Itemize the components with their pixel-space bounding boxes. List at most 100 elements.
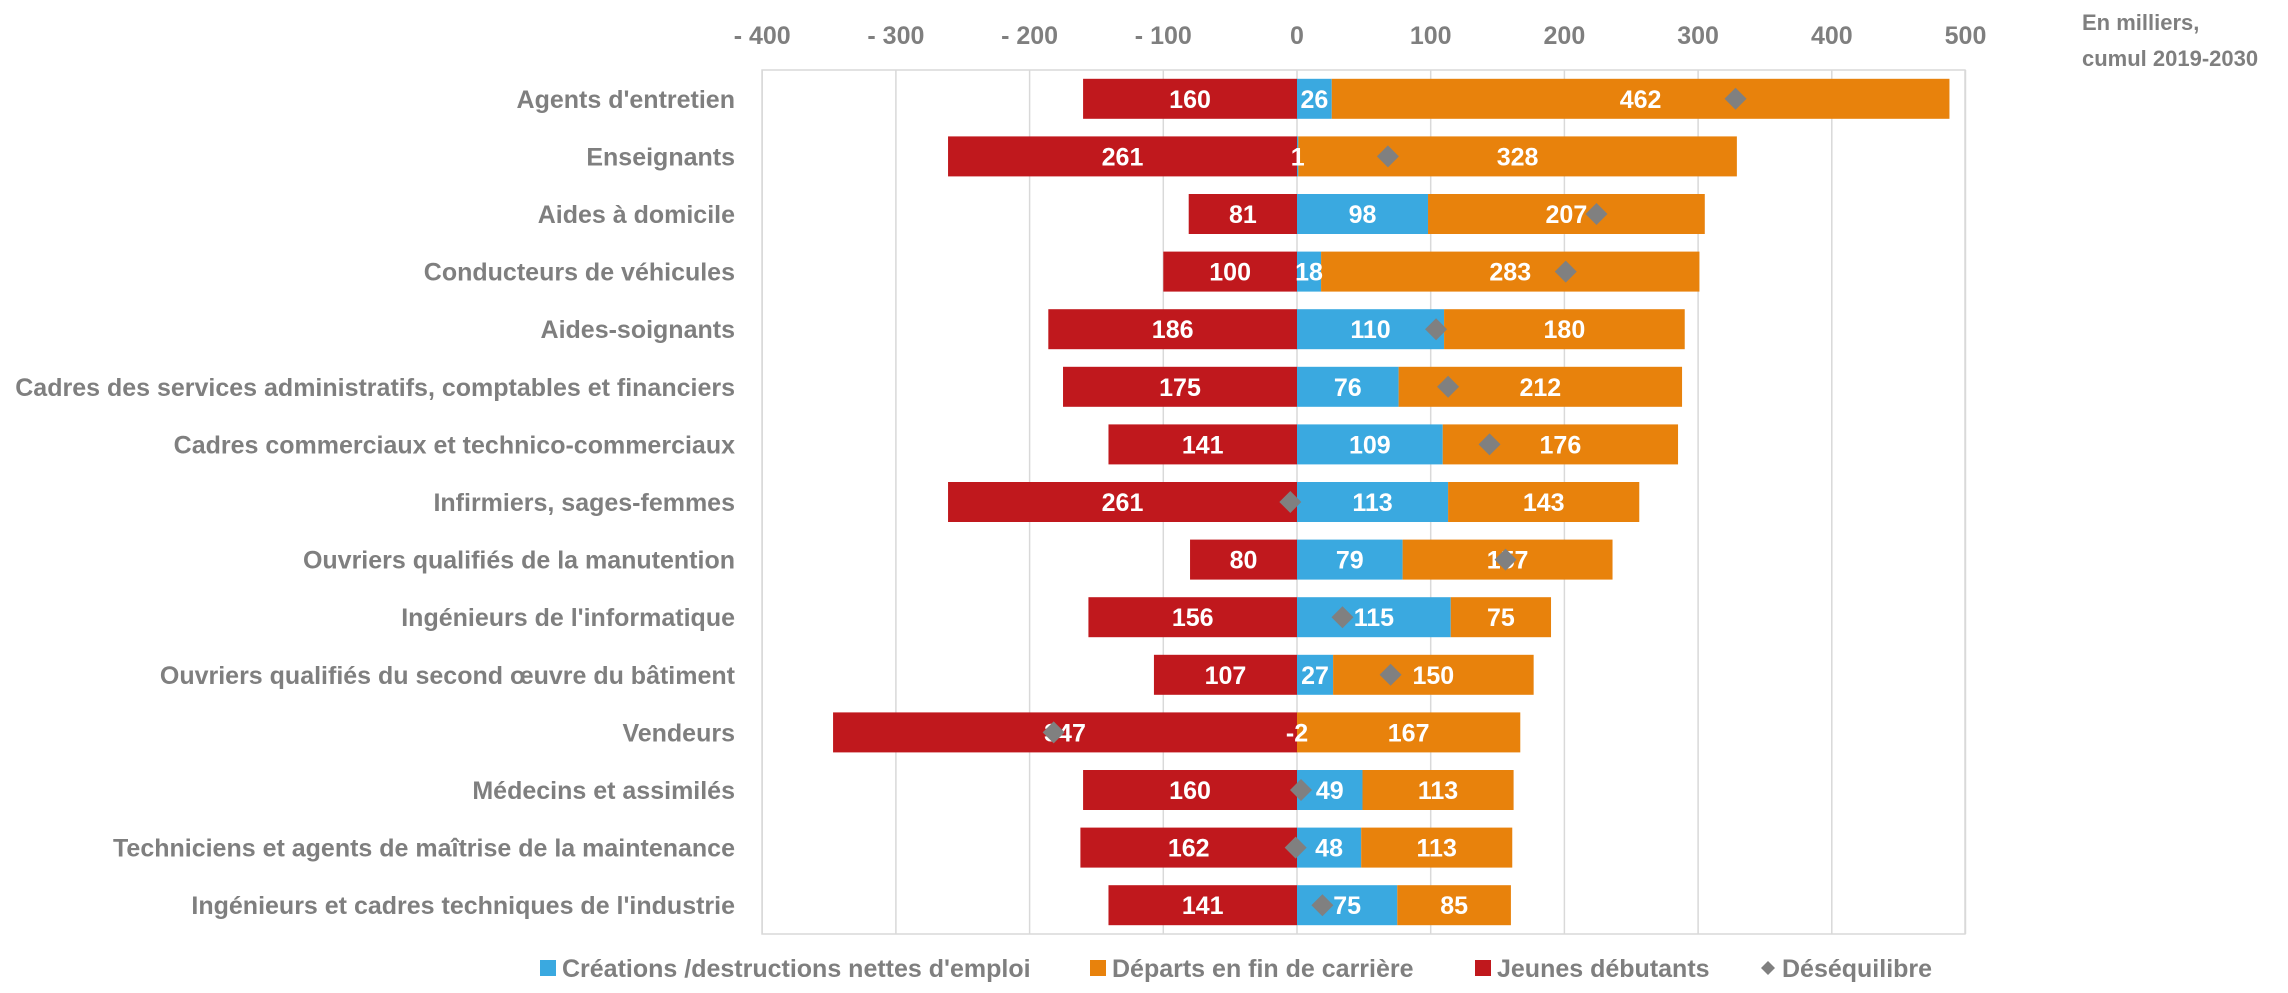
bar-departs-fin-carriere [1321,251,1700,292]
bar-creations-nettes [1297,424,1443,465]
data-label-jeunes-debutants: 107 [1205,662,1247,690]
data-label-departs-fin-carriere: 207 [1546,201,1588,229]
x-tick-label: 500 [1945,22,1987,50]
marker-desequilibre [1042,721,1065,744]
marker-desequilibre [1437,375,1460,398]
legend-swatch [1090,960,1106,976]
category-label: Aides à domicile [538,201,735,229]
bar-jeunes-debutants [1063,366,1297,407]
bar-departs-fin-carriere [1331,78,1950,119]
bar-jeunes-debutants [1080,827,1297,868]
legend-label: Jeunes débutants [1497,955,1710,983]
marker-desequilibre [1494,548,1517,571]
data-label-jeunes-debutants: 186 [1152,316,1194,344]
category-label: Aides-soignants [541,316,735,344]
data-label-creations-nettes: 49 [1316,777,1344,805]
bar-departs-fin-carriere [1397,885,1511,926]
bar-departs-fin-carriere [1361,827,1513,868]
marker-desequilibre [1379,663,1402,686]
bar-departs-fin-carriere [1450,597,1552,638]
marker-desequilibre [1554,260,1577,283]
bar-departs-fin-carriere [1362,770,1514,810]
bar-creations-nettes [1297,654,1334,695]
bar-departs-fin-carriere [1297,712,1521,753]
bar-jeunes-debutants [1153,654,1297,695]
x-tick-label: - 300 [867,22,924,50]
data-label-creations-nettes: 109 [1349,431,1391,459]
x-tick-label: 300 [1677,22,1719,50]
data-label-jeunes-debutants: 162 [1168,835,1210,863]
data-label-departs-fin-carriere: 75 [1487,604,1515,632]
data-label-creations-nettes: 75 [1333,892,1361,920]
data-label-jeunes-debutants: 160 [1169,86,1211,114]
category-label: Médecins et assimilés [472,777,735,805]
data-label-creations-nettes: 48 [1315,835,1343,863]
x-tick-label: - 200 [1001,22,1058,50]
data-labels: 160 26 462 261 1 328 81 98 207 100 18 283 186 110 180 1… [1044,86,1661,920]
legend-marker [1761,961,1775,975]
data-label-creations-nettes: 98 [1349,201,1377,229]
x-tick-label: 100 [1410,22,1452,50]
data-label-creations-nettes: 110 [1350,316,1390,344]
x-tick-label: 0 [1290,22,1304,50]
legend-label: Départs en fin de carrière [1112,955,1414,983]
data-label-creations-nettes: 27 [1301,662,1329,690]
bar-jeunes-debutants [948,136,1297,177]
data-label-jeunes-debutants: 160 [1169,777,1211,805]
data-label-departs-fin-carriere: 328 [1497,143,1539,171]
data-label-creations-nettes: 18 [1295,259,1323,287]
unit-note-line-1: En milliers, [2082,10,2199,35]
unit-note-line-2: cumul 2019-2030 [2082,46,2258,71]
bar-creations-nettes [1297,78,1332,119]
category-label: Cadres commerciaux et technico-commercia… [174,431,735,459]
data-label-departs-fin-carriere: 150 [1413,662,1455,690]
bar-creations-nettes [1297,136,1299,177]
bar-jeunes-debutants [1108,424,1297,465]
data-label-departs-fin-carriere: 113 [1418,777,1458,805]
data-label-departs-fin-carriere: 180 [1544,316,1586,344]
bar-creations-nettes [1297,251,1322,292]
plot-area-border [761,69,1966,935]
marker-desequilibre [1279,491,1302,513]
bar-jeunes-debutants [1188,194,1297,234]
data-label-creations-nettes: 79 [1336,547,1364,575]
bar-creations-nettes [1297,309,1445,350]
category-label: Techniciens et agents de maîtrise de la … [113,835,735,863]
legend-swatch [1475,960,1491,976]
data-label-creations-nettes: -2 [1286,719,1308,747]
imbalance-markers [1042,87,1747,917]
bar-creations-nettes [1297,482,1449,522]
data-label-jeunes-debutants: 175 [1159,374,1201,402]
data-label-jeunes-debutants: 261 [1102,489,1144,517]
category-labels: Agents d'entretien Enseignants Aides à dom… [15,86,735,920]
bar-jeunes-debutants [833,712,1297,753]
x-axis-ticks: - 400 - 300 - 200 - 100 0 100 200 300 400 500 [734,22,1987,50]
bar-departs-fin-carriere [1333,654,1534,695]
bar-jeunes-debutants [1083,78,1297,119]
marker-desequilibre [1724,87,1747,110]
bar-departs-fin-carriere [1448,482,1640,522]
data-label-jeunes-debutants: 81 [1229,201,1257,229]
data-label-departs-fin-carriere: 113 [1417,835,1457,863]
bar-jeunes-debutants [1048,309,1297,350]
marker-desequilibre [1311,894,1334,917]
bar-creations-nettes [1297,597,1451,638]
category-label: Conducteurs de véhicules [424,259,735,287]
data-label-creations-nettes: 115 [1354,604,1394,632]
category-label: Ouvriers qualifiés de la manutention [303,547,735,575]
data-label-creations-nettes: 26 [1300,86,1328,114]
data-label-jeunes-debutants: 261 [1102,143,1144,171]
category-label: Infirmiers, sages-femmes [433,489,735,517]
bar-creations-nettes [1297,827,1362,868]
data-label-departs-fin-carriere: 85 [1440,892,1468,920]
data-label-jeunes-debutants: 141 [1182,431,1224,459]
data-label-departs-fin-carriere: 143 [1523,489,1565,517]
category-label: Vendeurs [622,719,735,747]
category-label: Ouvriers qualifiés du second œuvre du bâ… [160,662,736,690]
bar-departs-fin-carriere [1428,194,1705,234]
bar-jeunes-debutants [1083,770,1297,810]
data-label-creations-nettes: 1 [1291,143,1305,171]
category-label: Agents d'entretien [517,86,735,114]
bar-creations-nettes [1297,366,1399,407]
